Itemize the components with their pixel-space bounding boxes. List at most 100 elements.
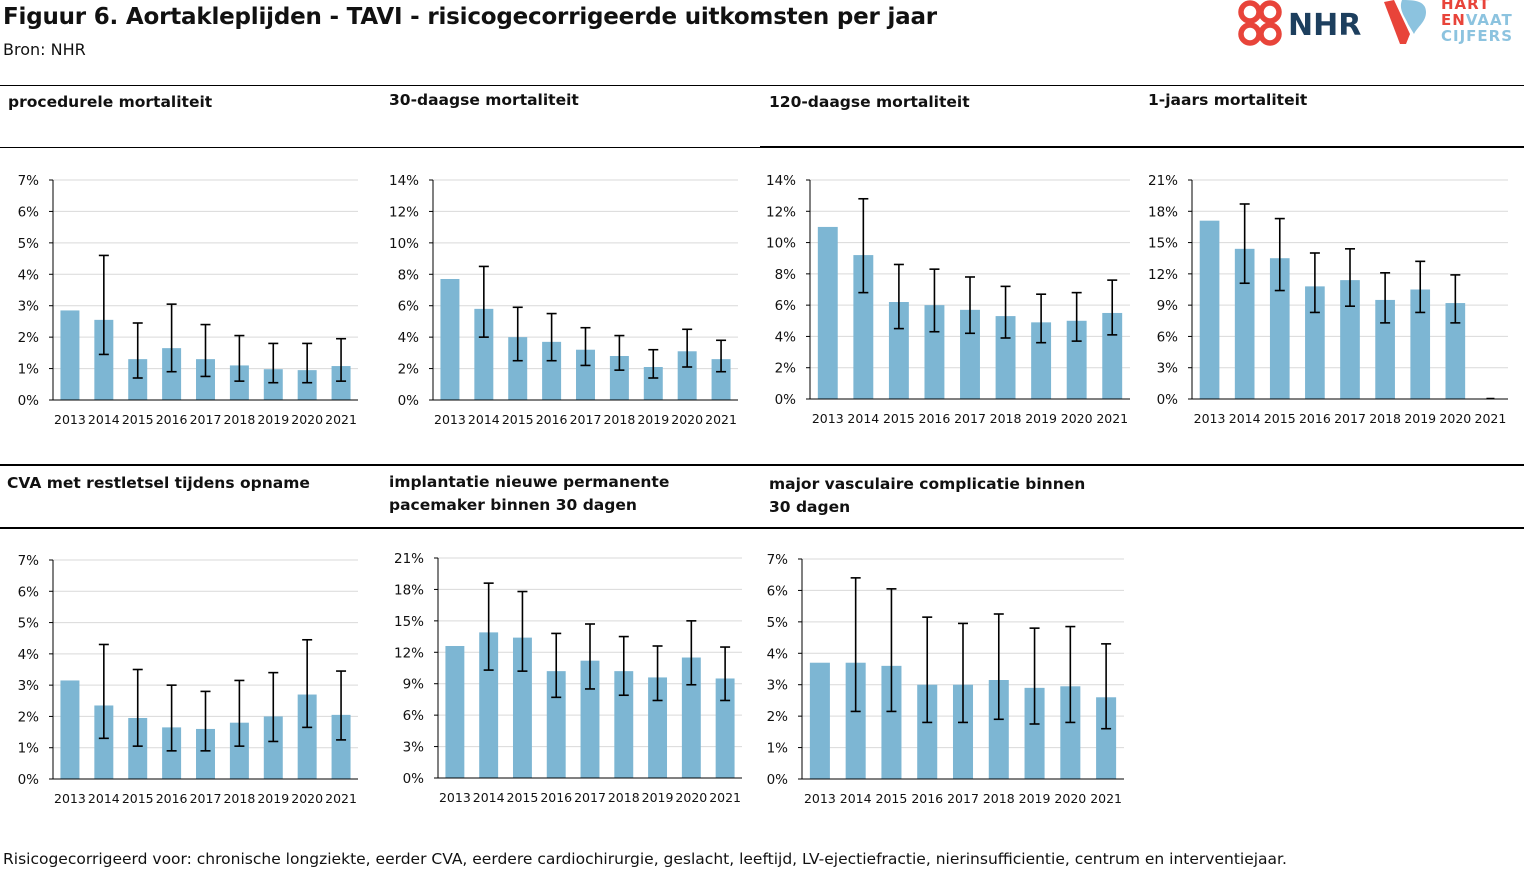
chart-30-daagse-mortaliteit: 0%2%4%6%8%10%12%14%2013 2014 2015 2016 2017 2… (389, 173, 738, 427)
x-tick-label: 2015 (502, 412, 534, 427)
x-tick-label: 2018 (603, 412, 635, 427)
y-tick-label: 0% (1157, 392, 1179, 408)
bar-2017 (952, 684, 974, 779)
x-tick-label: 2013 (439, 790, 471, 805)
y-tick-label: 9% (403, 677, 425, 693)
panel-title-vasculair-line2: 30 dagen (769, 498, 851, 516)
bar-2014 (1234, 248, 1255, 399)
bar-2015 (881, 665, 902, 779)
y-tick-label: 15% (1148, 236, 1178, 252)
y-tick-label: 10% (766, 236, 796, 252)
bar-2021 (1096, 697, 1117, 779)
x-tick-label: 2019 (257, 412, 289, 427)
chart-1-jaars-mortaliteit: 0% 3% 6% 9% 12% 15% 18% 21% 2013 2014 2015 2016 2017… (1148, 173, 1508, 426)
bar-2017 (1340, 280, 1360, 399)
y-tick-label: 10% (389, 236, 419, 252)
bar-2016 (1305, 286, 1325, 399)
bar-2021 (711, 359, 731, 400)
panel-title-pacemaker-line1: implantatie nieuwe permanente (389, 473, 670, 491)
x-tick-label: 2018 (223, 791, 255, 806)
bar-2017 (576, 349, 595, 400)
bar-2015 (1269, 258, 1290, 399)
bar-2015 (128, 359, 148, 400)
bar-2016 (162, 727, 182, 779)
bar-2017 (960, 309, 980, 399)
x-tick-label: 2014 (468, 412, 500, 427)
x-tick-label: 2016 (156, 791, 188, 806)
x-tick-label: 2019 (257, 791, 289, 806)
nhr-logo: NHR (1236, 0, 1366, 52)
bar-2013 (440, 279, 460, 400)
x-tick-label: 2017 (574, 790, 606, 805)
x-tick-label: 2019 (642, 790, 674, 805)
y-tick-label: 14% (766, 173, 796, 189)
y-tick-label: 6% (18, 584, 40, 600)
y-tick-label: 7% (18, 173, 40, 189)
x-tick-label: 2014 (847, 411, 879, 426)
x-tick-label: 2014 (88, 412, 120, 427)
chart-pacemaker: 0% 3% 6% 9% 12% 15% 18% 21% 2013 2014 2015 2016 2017… (394, 551, 742, 805)
x-tick-label: 2013 (812, 411, 844, 426)
x-tick-label: 2021 (1096, 411, 1128, 426)
x-tick-label: 2014 (473, 790, 505, 805)
x-tick-label: 2013 (1194, 411, 1226, 426)
y-tick-label: 2% (398, 362, 420, 378)
rule-row2-top (0, 464, 1524, 466)
x-tick-label: 2021 (325, 791, 357, 806)
x-tick-label: 2015 (507, 790, 539, 805)
x-tick-label: 2018 (990, 411, 1022, 426)
bar-2018 (988, 680, 1009, 779)
x-tick-label: 2020 (291, 412, 323, 427)
y-tick-label: 7% (18, 553, 40, 569)
y-tick-label: 1% (18, 362, 40, 378)
x-tick-label: 2018 (223, 412, 255, 427)
bar-2018 (614, 671, 634, 778)
bar-2021 (715, 678, 735, 778)
bar-2020 (297, 370, 317, 400)
chart-vasculaire-complicatie: 0% 1% 2% 3% 4% 5% 6% 7% 2013 2014 2015 2016 2017 2018… (767, 552, 1124, 806)
bar-2019 (263, 716, 283, 779)
y-tick-label: 5% (18, 616, 40, 632)
x-tick-label: 2016 (536, 412, 568, 427)
bar-2020 (1445, 303, 1466, 399)
bar-2014 (474, 308, 494, 400)
bar-2018 (1375, 299, 1395, 399)
x-tick-label: 2015 (122, 791, 154, 806)
y-tick-label: 18% (394, 582, 424, 598)
x-tick-label: 2020 (1061, 411, 1093, 426)
bar-2018 (229, 365, 249, 400)
y-tick-label: 6% (398, 299, 420, 315)
x-tick-label: 2020 (1054, 791, 1086, 806)
y-tick-label: 6% (18, 204, 40, 220)
hart-en-vaat-text: HART ENVAAT CIJFERS (1441, 0, 1513, 44)
x-tick-label: 2019 (1404, 411, 1436, 426)
x-tick-label: 2021 (1090, 791, 1122, 806)
y-tick-label: 0% (775, 392, 797, 408)
y-tick-label: 6% (403, 708, 425, 724)
y-tick-label: 4% (398, 330, 420, 346)
y-tick-label: 3% (767, 678, 789, 694)
bar-2016 (542, 341, 562, 400)
y-tick-label: 5% (18, 236, 40, 252)
y-tick-label: 3% (18, 678, 40, 694)
y-tick-label: 0% (767, 772, 789, 788)
rule-row2-under (0, 527, 1524, 529)
panel-title-cva: CVA met restletsel tijdens opname (7, 474, 310, 492)
panel-title-pacemaker: implantatie nieuwe permanente pacemaker … (389, 471, 669, 517)
bar-2013 (1199, 220, 1220, 399)
y-tick-label: 0% (403, 771, 425, 787)
panel-title-vasculair: major vasculaire complicatie binnen 30 d… (769, 473, 1085, 519)
bar-2020 (681, 657, 701, 778)
x-tick-label: 2015 (876, 791, 908, 806)
x-tick-label: 2017 (1334, 411, 1366, 426)
bar-2017 (196, 728, 215, 779)
hart-line: HART (1441, 0, 1491, 13)
x-tick-label: 2015 (1264, 411, 1296, 426)
rule-row1-under-right (760, 146, 1524, 148)
panel-title-30-daagse: 30-daagse mortaliteit (389, 91, 579, 109)
bar-2013 (809, 662, 830, 779)
y-tick-label: 4% (18, 267, 40, 283)
bar-2018 (995, 316, 1016, 399)
y-tick-label: 0% (398, 393, 420, 409)
bar-2017 (580, 660, 600, 778)
